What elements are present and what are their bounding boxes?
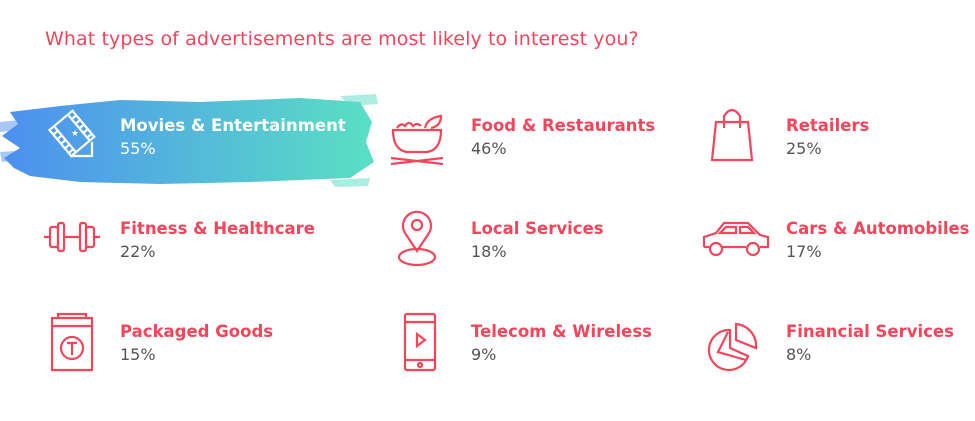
page-title: What types of advertisements are most li… (45, 28, 639, 50)
category-financial-services: Financial Services 8% (702, 314, 975, 374)
category-percent: 9% (471, 345, 497, 364)
category-percent: 15% (120, 345, 156, 364)
category-percent: 25% (786, 139, 822, 158)
svg-text:★: ★ (71, 129, 79, 139)
film-icon: ★ (47, 109, 96, 158)
category-percent: 18% (471, 242, 507, 261)
category-telecom-wireless: Telecom & Wireless 9% (385, 312, 685, 374)
category-label: Local Services (471, 219, 604, 238)
category-percent: 46% (471, 139, 507, 158)
category-fitness-healthcare: Fitness & Healthcare 22% (40, 211, 340, 271)
category-label: Retailers (786, 116, 870, 135)
category-cars-automobiles: Cars & Automobiles 17% (702, 211, 975, 271)
category-percent: 8% (786, 345, 812, 364)
category-label: Cars & Automobiles (786, 219, 970, 238)
category-packaged-goods: Packaged Goods 15% (40, 312, 340, 374)
pie-chart-icon (707, 322, 758, 372)
category-label: Movies & Entertainment (120, 116, 346, 135)
dumbbell-icon (44, 221, 100, 253)
category-label: Telecom & Wireless (471, 322, 652, 341)
category-percent: 55% (120, 139, 156, 158)
category-label: Financial Services (786, 322, 954, 341)
category-label: Fitness & Healthcare (120, 219, 315, 238)
category-label: Food & Restaurants (471, 116, 656, 135)
category-percent: 22% (120, 242, 156, 261)
category-local-services: Local Services 18% (385, 210, 685, 271)
category-movies-entertainment: ★ Movies & Entertainment 55% (40, 108, 346, 168)
shopping-bag-icon (710, 108, 754, 162)
car-icon (702, 221, 770, 257)
phone-icon (403, 312, 437, 372)
category-retailers: Retailers 25% (702, 108, 975, 168)
package-icon (50, 312, 94, 372)
category-percent: 17% (786, 242, 822, 261)
category-label: Packaged Goods (120, 322, 274, 341)
map-pin-icon (397, 210, 437, 267)
category-food-restaurants: Food & Restaurants 46% (385, 108, 685, 168)
food-bowl-icon (390, 114, 444, 166)
highlight-brush (0, 94, 378, 187)
